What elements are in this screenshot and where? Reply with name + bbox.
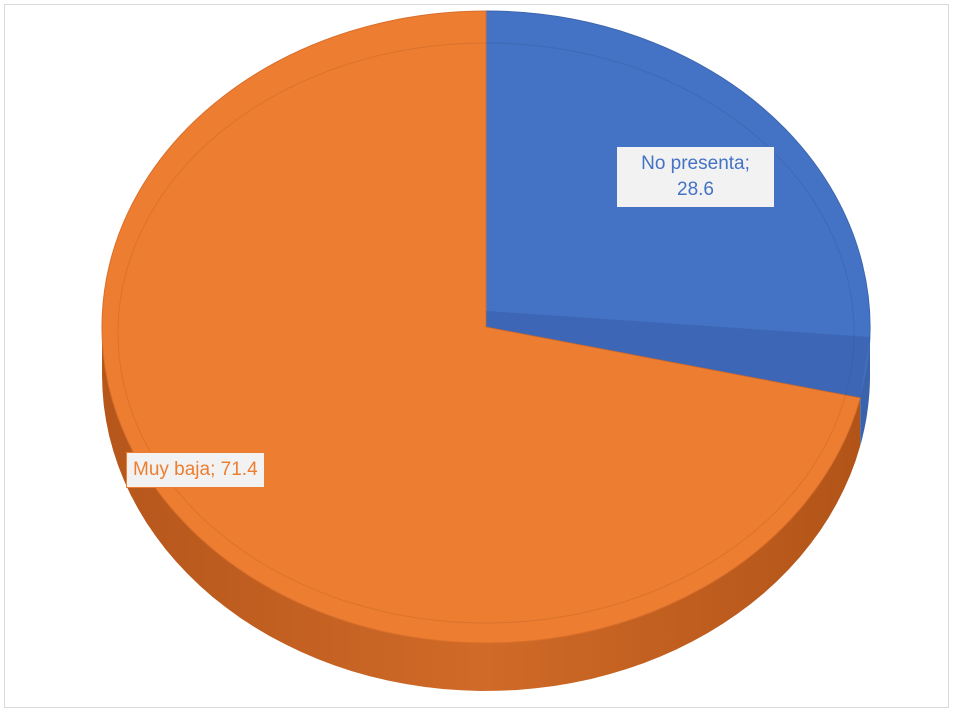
pie-slice-muy-baja	[101, 10, 861, 644]
data-label-no-presenta-value: 28.6	[677, 179, 714, 200]
data-label-muy-baja-name: Muy baja;	[133, 459, 216, 480]
pie-slice-no-presenta-shade	[486, 311, 870, 398]
data-label-muy-baja-value: 71.4	[220, 459, 258, 480]
chart-area: No presenta; 28.6 Muy baja; 71.4	[4, 4, 949, 708]
pie-chart	[101, 10, 871, 691]
data-label-no-presenta-name: No presenta;	[641, 153, 750, 174]
data-label-no-presenta: No presenta; 28.6	[616, 146, 775, 208]
pie-side-no-presenta	[860, 327, 870, 446]
data-label-muy-baja: Muy baja; 71.4	[126, 452, 265, 488]
pie-inner-rim	[117, 42, 855, 624]
